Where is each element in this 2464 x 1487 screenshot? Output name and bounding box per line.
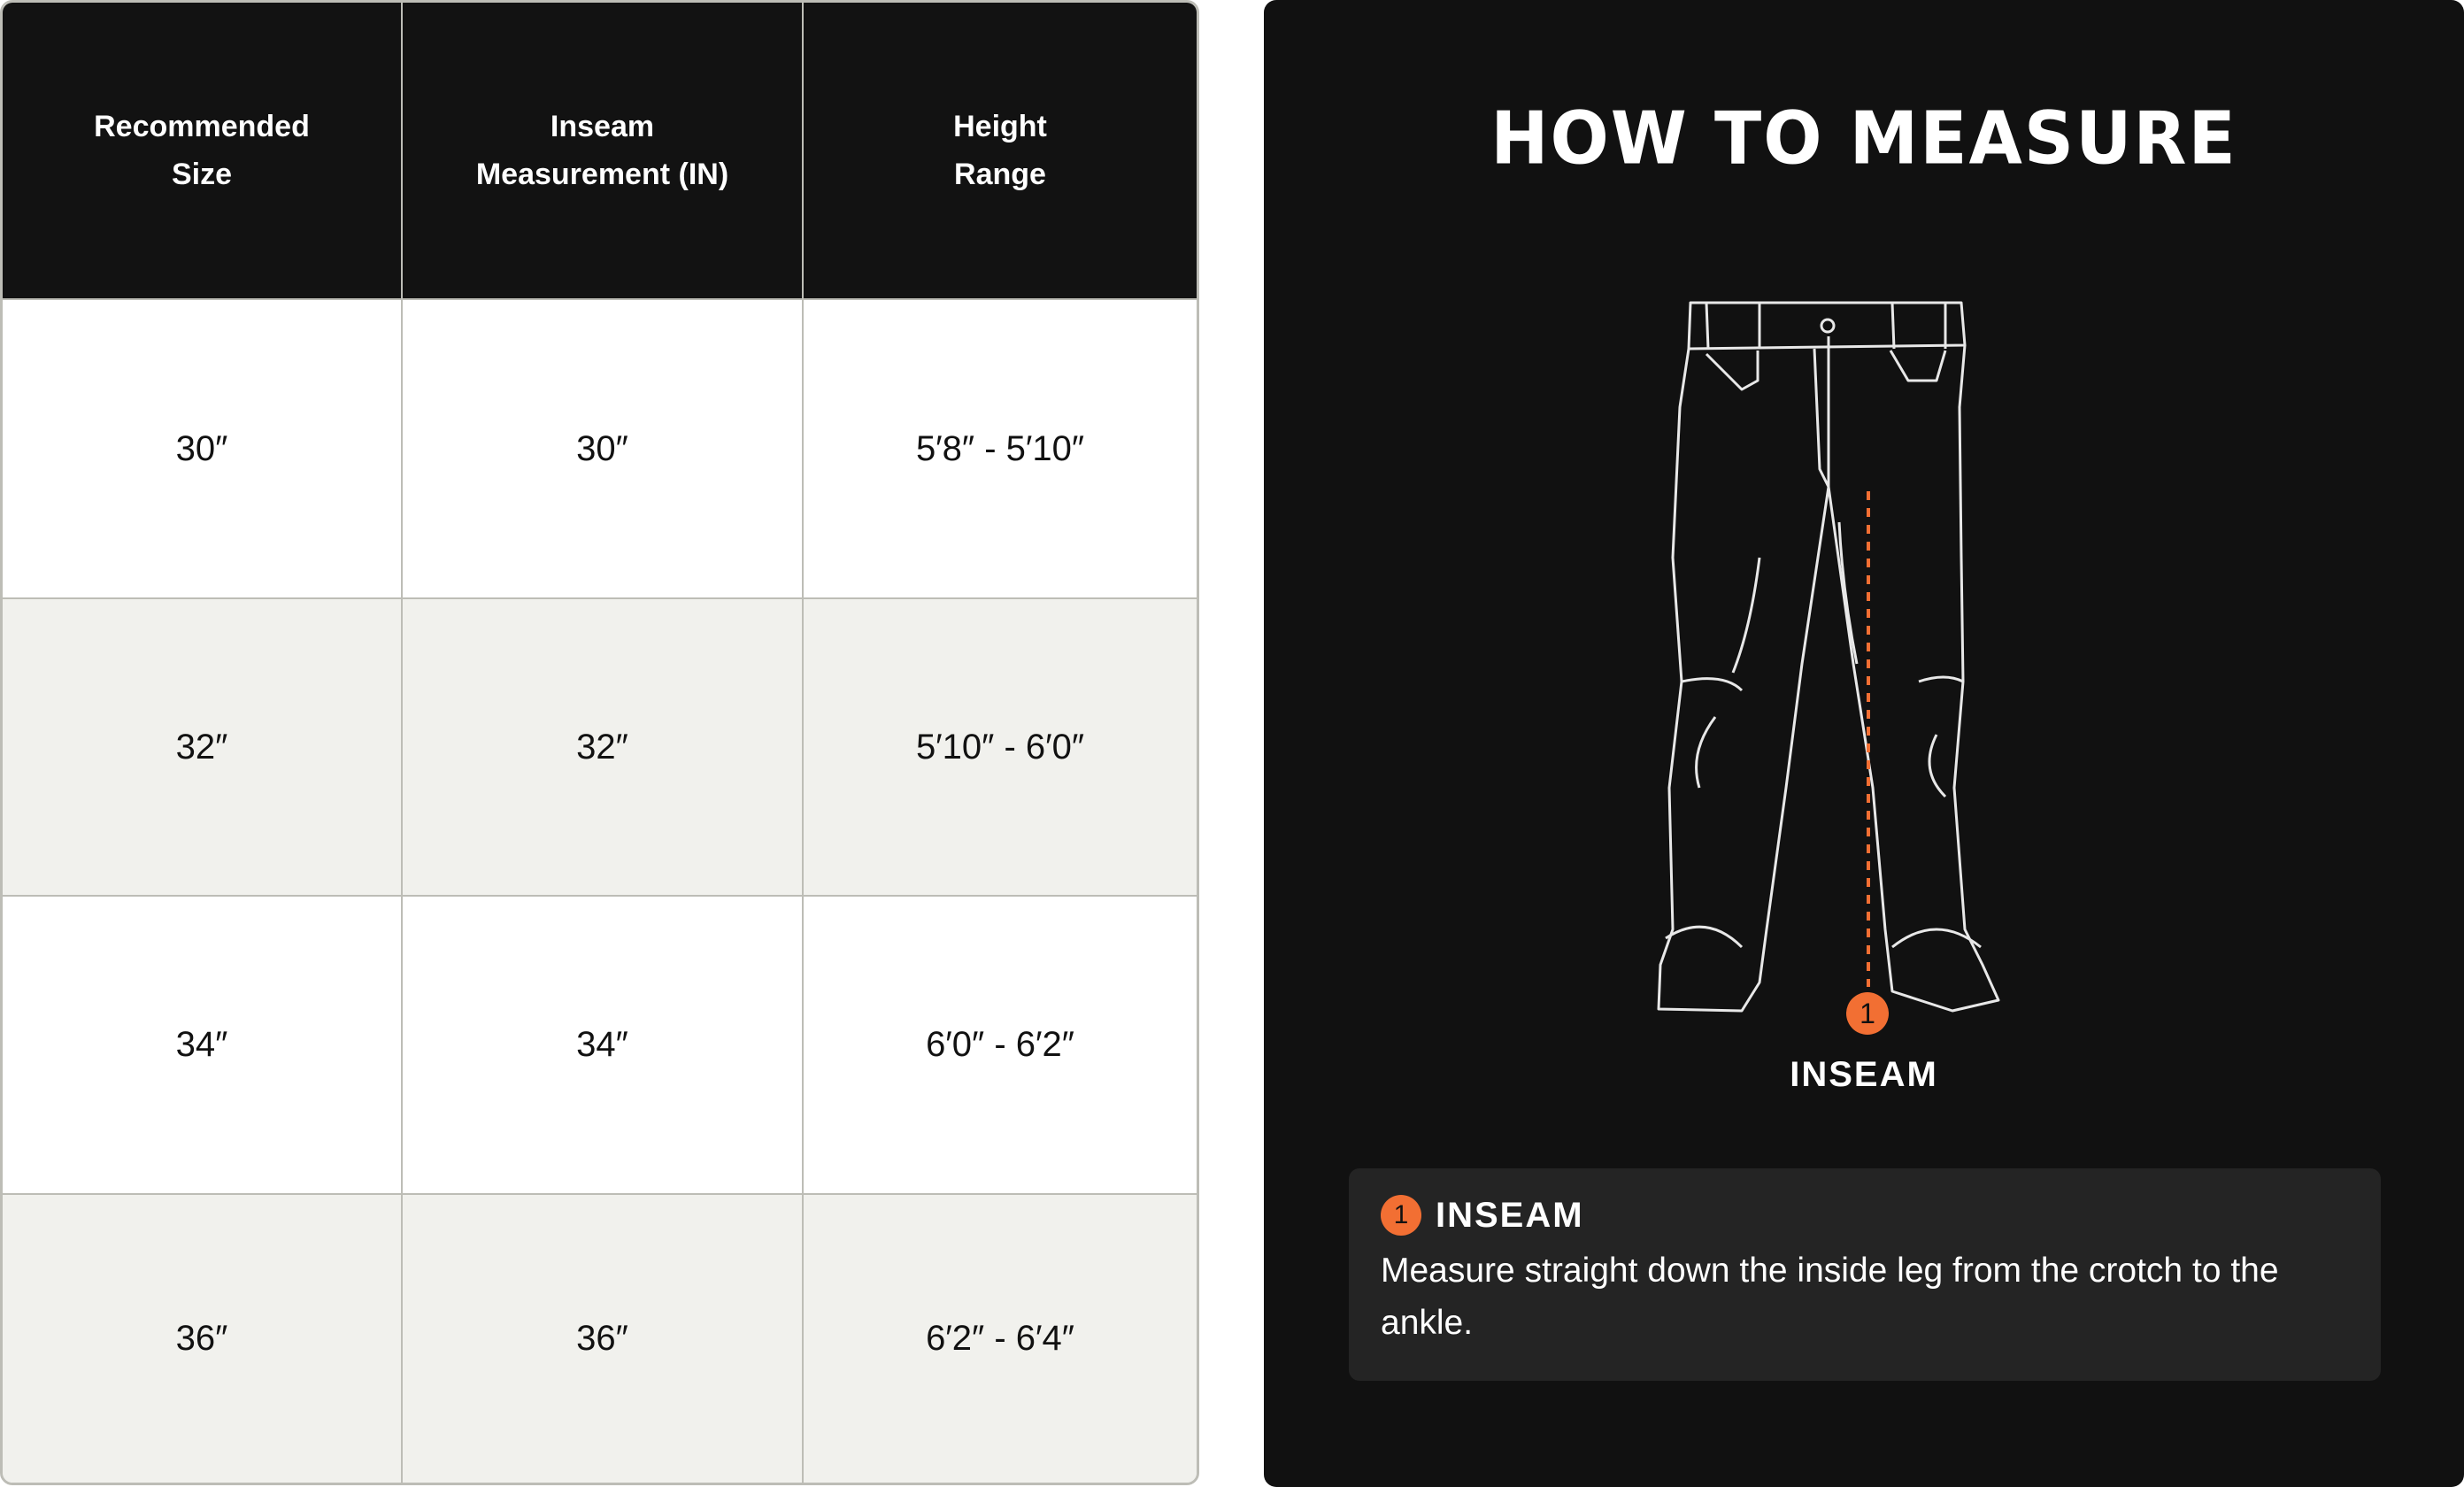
table-cell: 5′8″ - 5′10″ <box>804 298 1197 597</box>
header-inseam: Inseam Measurement (IN) <box>403 3 804 298</box>
table-cell: 34″ <box>403 895 804 1193</box>
step-title: INSEAM <box>1436 1195 1584 1235</box>
pants-illustration <box>1657 301 2000 1013</box>
table-cell: 30″ <box>3 298 403 597</box>
table-cell: 34″ <box>3 895 403 1193</box>
inseam-measure-line <box>1867 491 1870 987</box>
table-cell: 6′0″ - 6′2″ <box>804 895 1197 1193</box>
table-cell: 5′10″ - 6′0″ <box>804 597 1197 895</box>
table-cell: 32″ <box>3 597 403 895</box>
inseam-instruction-card: 1 INSEAM Measure straight down the insid… <box>1349 1168 2381 1381</box>
size-chart-table: Recommended Size Inseam Measurement (IN)… <box>0 0 1199 1485</box>
table-cell: 36″ <box>3 1193 403 1483</box>
how-to-measure-panel: HOW TO MEASURE 1 INSEAM 1 INSEAM Measure… <box>1264 0 2464 1487</box>
panel-title: HOW TO MEASURE <box>1490 96 2237 181</box>
table-cell: 6′2″ - 6′4″ <box>804 1193 1197 1483</box>
step-number-badge: 1 <box>1381 1195 1421 1236</box>
header-height-range: Height Range <box>804 3 1197 298</box>
inseam-marker-badge: 1 <box>1846 992 1889 1035</box>
table-cell: 32″ <box>403 597 804 895</box>
inseam-marker-label: INSEAM <box>1790 1055 1938 1094</box>
table-cell: 36″ <box>403 1193 804 1483</box>
step-description: Measure straight down the inside leg fro… <box>1381 1252 2279 1342</box>
header-recommended-size: Recommended Size <box>3 3 403 298</box>
table-cell: 30″ <box>403 298 804 597</box>
